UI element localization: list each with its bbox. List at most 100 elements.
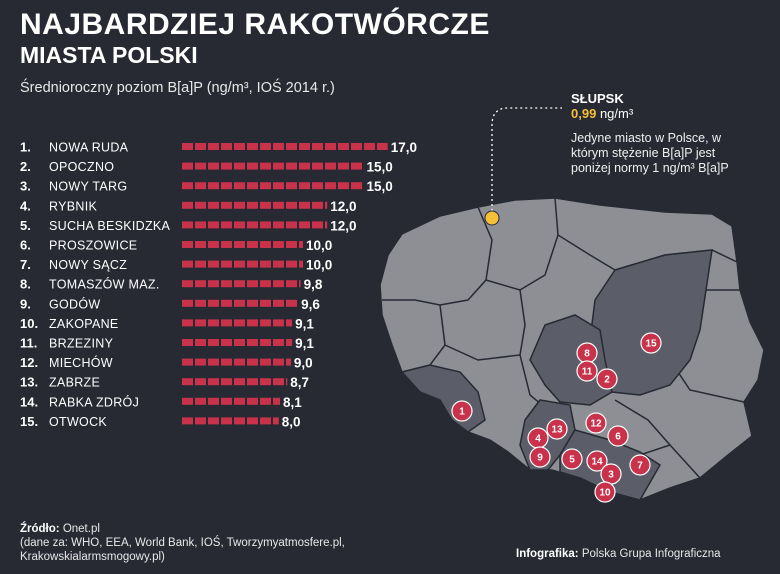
source-label: Źródło: — [20, 523, 60, 535]
bar-segment — [195, 358, 206, 366]
bar-segment — [247, 417, 258, 425]
bar-segment — [273, 143, 284, 150]
bar-segment — [221, 201, 232, 209]
bar-segment — [247, 378, 258, 386]
marker-circle — [640, 332, 662, 354]
bar-segment — [182, 358, 193, 366]
bar-segment — [286, 182, 297, 190]
bar-segment — [247, 280, 258, 288]
value-label: 10,0 — [306, 238, 332, 253]
marker-label: 4 — [535, 434, 541, 445]
city-marker: 1 — [451, 400, 473, 422]
marker-circle — [629, 454, 651, 476]
bar-segment — [234, 162, 245, 170]
bar-segment — [364, 143, 375, 150]
rank-label: 14. — [20, 394, 38, 409]
bar-segment — [247, 339, 258, 346]
bar — [182, 201, 328, 209]
bar-segment — [195, 339, 206, 346]
rank-label: 15. — [20, 414, 38, 429]
rank-label: 2. — [20, 159, 31, 174]
bar — [182, 378, 288, 386]
bar-segment — [338, 182, 349, 190]
bar-segment — [273, 358, 284, 366]
bar-segment — [247, 143, 258, 150]
bar-segment — [338, 143, 349, 150]
bar-segment — [273, 378, 284, 386]
bar-segment — [195, 378, 206, 386]
source-block: Źródło: Onet.pl (dane za: WHO, EEA, Worl… — [20, 522, 440, 564]
value-label: 10,0 — [306, 258, 332, 273]
credit-label: Infografika: — [516, 548, 579, 560]
bar-segment — [234, 280, 245, 288]
category-label: RYBNIK — [49, 199, 97, 213]
bar-segment — [247, 319, 258, 327]
bar-segment — [182, 319, 193, 327]
bar-segment — [260, 358, 271, 366]
value-label: 9,1 — [295, 316, 314, 331]
bar-segment — [377, 143, 388, 150]
bar-segment — [182, 280, 193, 288]
bar-segment — [195, 280, 206, 288]
bar-segment — [312, 162, 323, 170]
bar — [182, 417, 279, 425]
value-label: 9,1 — [295, 336, 314, 351]
category-label: OPOCZNO — [49, 160, 114, 174]
rank-label: 1. — [20, 140, 31, 155]
rank-label: 5. — [20, 218, 31, 233]
bar — [182, 143, 388, 150]
bar-segment — [260, 241, 271, 248]
bar-segment — [195, 182, 206, 190]
bar-segment — [221, 241, 232, 248]
bar — [182, 260, 303, 268]
city-marker: 8 — [576, 342, 598, 364]
bar-segment — [312, 143, 323, 150]
bar-segment — [273, 260, 284, 268]
bar-segment — [208, 182, 219, 190]
bar-segment — [208, 358, 219, 366]
bar — [182, 162, 362, 170]
bar-segment — [221, 339, 232, 346]
bar-segment — [208, 299, 219, 307]
bar-segment — [182, 378, 193, 386]
bar-segment — [260, 339, 271, 346]
bar-segment — [234, 260, 245, 268]
bar-segment — [273, 162, 284, 170]
bar-segment — [195, 417, 206, 425]
bar-segment — [286, 319, 293, 327]
bar-segment — [182, 299, 193, 307]
category-label: BRZEZINY — [49, 337, 114, 351]
city-marker: 10 — [594, 481, 616, 503]
bar-segment — [273, 319, 284, 327]
rank-label: 10. — [20, 316, 38, 331]
marker-circle — [576, 360, 598, 382]
marker-circle — [607, 425, 629, 447]
value-label: 8,7 — [290, 375, 309, 390]
bar-segment — [247, 201, 258, 209]
bar-segment — [195, 260, 206, 268]
bar-segment — [351, 162, 362, 170]
bar-segment — [182, 143, 193, 150]
bar-segment — [221, 143, 232, 150]
bar-segment — [273, 201, 284, 209]
bar-segment — [234, 319, 245, 327]
city-marker: 2 — [596, 368, 618, 390]
bar-segment — [312, 182, 323, 190]
bar — [182, 241, 303, 248]
bar-segment — [260, 397, 271, 405]
rank-label: 11. — [20, 336, 37, 351]
poland-map: 15 8 11 2 1 13 12 4 6 9 5 14 7 3 10 — [379, 107, 765, 503]
bar-segment — [195, 162, 206, 170]
bar-segment — [299, 143, 310, 150]
bar-segment — [195, 299, 206, 307]
bar-segment — [208, 397, 219, 405]
bar-segment — [260, 319, 271, 327]
bar-segment — [260, 299, 271, 307]
bar-segment — [195, 397, 206, 405]
bar-segment — [312, 201, 323, 209]
bar-segment — [195, 319, 206, 327]
marker-circle — [529, 446, 551, 468]
bar-segment — [247, 358, 258, 366]
bar-segment — [247, 162, 258, 170]
source-text: Onet.pl — [62, 523, 100, 535]
